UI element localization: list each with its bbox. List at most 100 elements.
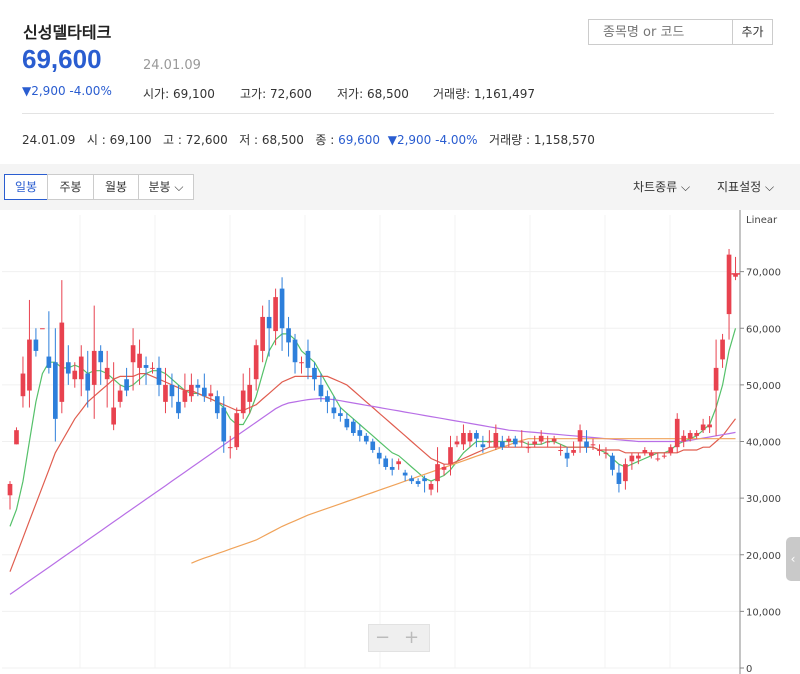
candle bbox=[292, 333, 298, 374]
candle bbox=[551, 435, 557, 445]
candle bbox=[629, 452, 635, 470]
candle bbox=[720, 333, 725, 368]
open-price: 시가: 69,100 bbox=[143, 85, 215, 102]
candle-body bbox=[27, 339, 32, 391]
candle-body bbox=[474, 433, 479, 439]
candle bbox=[519, 430, 525, 448]
candle-body bbox=[499, 441, 505, 448]
chevron-left-icon: ‹ bbox=[790, 552, 796, 566]
candle bbox=[409, 475, 414, 484]
candle-body bbox=[571, 449, 576, 453]
candle-body bbox=[376, 452, 382, 459]
candle bbox=[441, 464, 447, 476]
y-tick-label: 50,000 bbox=[746, 381, 781, 392]
candle-body bbox=[169, 384, 175, 397]
candle bbox=[597, 444, 602, 456]
tab-weekly[interactable]: 주봉 bbox=[47, 174, 94, 200]
candle-body bbox=[480, 444, 486, 448]
candle bbox=[389, 458, 395, 476]
candle-body bbox=[616, 472, 622, 484]
candle-body bbox=[72, 370, 78, 380]
candle bbox=[344, 413, 350, 431]
zoom-control: − + bbox=[368, 624, 430, 652]
candle bbox=[124, 367, 129, 397]
candle bbox=[674, 413, 680, 453]
candle-body bbox=[214, 396, 220, 414]
candle-body bbox=[525, 447, 531, 449]
candle bbox=[85, 350, 91, 408]
candle bbox=[584, 430, 589, 453]
open-label: 시가 bbox=[143, 87, 166, 101]
candle-body bbox=[448, 447, 453, 465]
candle-body bbox=[227, 447, 233, 449]
candle bbox=[733, 256, 738, 281]
candle bbox=[694, 430, 699, 439]
candle bbox=[150, 362, 155, 374]
candle-body bbox=[687, 433, 693, 439]
candle-body bbox=[325, 396, 330, 402]
search-input[interactable] bbox=[601, 24, 735, 41]
stock-header: 신성델타테크 69,600 24.01.09 ▼2,900 -4.00% 시가:… bbox=[0, 0, 800, 160]
candle bbox=[202, 373, 207, 402]
price-date: 24.01.09 bbox=[143, 58, 201, 73]
stock-search[interactable] bbox=[588, 19, 735, 45]
tab-minute[interactable]: 분봉 ⌵ bbox=[138, 174, 194, 200]
indicator-settings-button[interactable]: 지표설정 ⌵ bbox=[717, 178, 774, 195]
volume-value: : 1,161,497 bbox=[466, 87, 536, 101]
candle bbox=[331, 396, 337, 419]
side-panel-handle[interactable]: ‹ bbox=[786, 537, 800, 581]
candle bbox=[383, 455, 389, 470]
candle bbox=[402, 469, 408, 482]
candle bbox=[376, 447, 382, 465]
current-price: 69,600 bbox=[22, 44, 102, 74]
candle bbox=[571, 441, 576, 456]
zoom-out-button[interactable]: − bbox=[375, 627, 391, 648]
candle bbox=[338, 407, 343, 422]
candle-body bbox=[383, 458, 389, 467]
candle bbox=[91, 305, 97, 419]
candle-body bbox=[221, 407, 227, 442]
candle bbox=[467, 430, 473, 448]
candle bbox=[648, 449, 654, 459]
candle bbox=[299, 356, 304, 374]
candle bbox=[279, 277, 285, 351]
candle bbox=[590, 438, 596, 450]
summary-open: 시 : 69,100 bbox=[86, 133, 152, 147]
chart-type-button[interactable]: 차트종류 ⌵ bbox=[633, 178, 690, 195]
candlestick-chart[interactable]: 0 10,000 20,000 30,000 40,000 50,000 60,000 70,… bbox=[0, 210, 800, 674]
candle bbox=[655, 452, 661, 462]
candle-body bbox=[150, 367, 155, 369]
tab-monthly[interactable]: 월봉 bbox=[93, 174, 139, 200]
candle-body bbox=[435, 464, 440, 482]
candle-body bbox=[506, 438, 512, 442]
candle bbox=[350, 418, 356, 436]
zoom-in-button[interactable]: + bbox=[404, 627, 420, 648]
candle-body bbox=[402, 472, 408, 476]
candle-body bbox=[344, 418, 350, 428]
candle-body bbox=[124, 379, 129, 391]
candle bbox=[14, 427, 19, 445]
candle bbox=[707, 416, 712, 434]
candle bbox=[480, 435, 486, 453]
candle bbox=[169, 373, 175, 408]
candle-body bbox=[46, 356, 52, 368]
candle-body bbox=[577, 430, 583, 442]
candle bbox=[98, 345, 104, 385]
tab-daily[interactable]: 일봉 bbox=[4, 174, 48, 200]
candle-body bbox=[532, 441, 538, 445]
candle-body bbox=[117, 390, 123, 402]
summary-low: 저 : 68,500 bbox=[239, 133, 304, 147]
y-tick-label: 60,000 bbox=[746, 324, 781, 335]
candle-body bbox=[59, 322, 65, 402]
candle bbox=[700, 418, 706, 434]
candle-body bbox=[331, 407, 337, 414]
candle bbox=[357, 424, 363, 442]
add-button[interactable]: 추가 bbox=[732, 19, 773, 45]
candle-body bbox=[20, 373, 26, 397]
candle bbox=[189, 373, 194, 402]
chart-type-label: 차트종류 bbox=[633, 180, 678, 194]
candle-body bbox=[312, 367, 317, 380]
candle bbox=[448, 435, 453, 476]
candle-body bbox=[642, 449, 648, 453]
candle bbox=[65, 345, 71, 385]
